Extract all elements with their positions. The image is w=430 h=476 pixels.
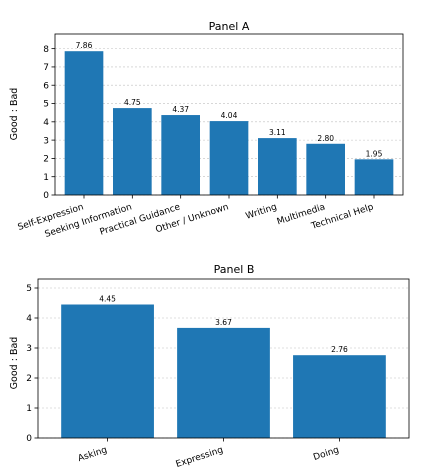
bar-value-label: 2.76 (331, 345, 348, 354)
bar (113, 108, 152, 195)
bar (306, 143, 345, 195)
y-tick-label: 2 (43, 155, 49, 165)
bar (293, 355, 386, 438)
panel-b-plot-frame (37, 278, 410, 439)
y-tick-label: 1 (26, 404, 32, 414)
bar (177, 327, 270, 438)
bar (64, 51, 104, 196)
bar-value-label: 4.75 (124, 98, 141, 107)
y-tick-label: 6 (43, 81, 49, 91)
bar-value-label: 2.80 (317, 134, 334, 143)
panel-b-value-labels: 4.45 3.67 2.76 (99, 295, 348, 355)
bar (161, 115, 200, 195)
panel-a-y-ticks: 0 1 2 3 4 5 6 7 8 (43, 45, 55, 201)
bar-value-label: 4.37 (172, 105, 189, 114)
panel-b-y-axis-label: Good : Bad (9, 337, 20, 390)
bar (354, 159, 394, 195)
bar-value-label: 7.86 (76, 41, 93, 50)
bar (258, 138, 297, 195)
panel-b-x-ticks: Asking Expressing Doing (77, 438, 340, 470)
y-tick-label: 1 (43, 173, 49, 183)
bar-value-label: 3.67 (215, 318, 232, 327)
y-tick-label: 3 (26, 344, 32, 354)
bar-value-label: 4.04 (221, 111, 238, 120)
x-tick-label: Writing (245, 202, 279, 221)
bar-value-label: 1.95 (366, 149, 383, 158)
panel-a: Panel A 7.86 4.75 4.37 4.04 3.11 2.80 1.95 0 1 2… (9, 20, 404, 240)
panel-a-bars (64, 51, 394, 196)
panel-b: Panel B 4.45 3.67 2.76 0 1 2 3 4 5 Asking Expres… (9, 263, 410, 470)
x-tick-label: Expressing (175, 445, 225, 470)
x-tick-label: Doing (312, 445, 340, 463)
y-tick-label: 4 (26, 314, 32, 324)
panel-b-y-ticks: 0 1 2 3 4 5 (26, 284, 38, 444)
y-tick-label: 0 (43, 191, 49, 201)
y-tick-label: 5 (26, 284, 32, 294)
bar-value-label: 4.45 (99, 295, 116, 304)
panel-b-bars (61, 304, 386, 438)
panel-a-plot-frame (54, 33, 404, 196)
bar-value-label: 3.11 (269, 128, 286, 137)
panel-a-value-labels: 7.86 4.75 4.37 4.04 3.11 2.80 1.95 (76, 41, 383, 158)
x-tick-label: Asking (77, 445, 109, 464)
bar (61, 304, 154, 438)
y-tick-label: 8 (43, 45, 49, 55)
y-tick-label: 7 (43, 63, 49, 73)
panel-a-y-axis-label: Good : Bad (9, 88, 20, 141)
panel-b-title: Panel B (214, 263, 255, 276)
y-tick-label: 4 (43, 118, 49, 128)
y-tick-label: 0 (26, 434, 32, 444)
y-tick-label: 5 (43, 100, 49, 110)
y-tick-label: 2 (26, 374, 32, 384)
panel-a-title: Panel A (209, 20, 250, 33)
y-tick-label: 3 (43, 136, 49, 146)
bar (209, 121, 249, 195)
